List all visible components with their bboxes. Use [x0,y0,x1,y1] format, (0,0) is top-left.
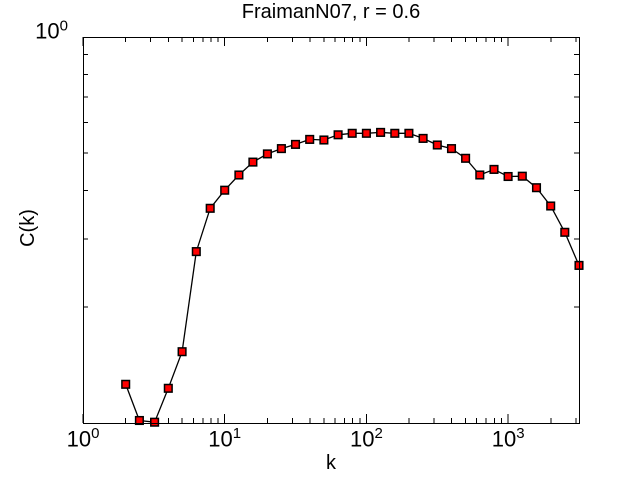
x-tick-label: 100 [66,425,100,452]
data-point-marker [531,183,542,193]
data-point-marker [177,347,187,357]
data-point-marker [503,171,513,182]
data-point-marker [191,247,201,257]
y-tick-label: 100 [35,17,68,44]
data-point-marker [163,383,173,393]
data-point-marker [347,128,357,138]
data-point-marker [305,134,315,144]
x-tick-label: 103 [491,425,525,452]
data-point-marker [461,153,471,163]
data-point-marker [319,135,329,145]
data-point-marker [446,144,457,154]
plot-title: FraimanN07, r = 0.6 [241,1,421,23]
data-point-marker [418,133,428,143]
data-point-marker [276,144,286,154]
x-axis-label: k [326,452,336,474]
data-point-marker [390,128,400,138]
data-point-marker [560,227,570,237]
data-point-marker [220,185,230,195]
data-point-marker [290,139,301,149]
data-point-marker [234,170,244,180]
data-point-marker [248,157,258,167]
data-point-marker [546,201,556,211]
data-point-marker [262,149,272,159]
x-tick-label: 101 [208,425,242,452]
axis-ticks [82,37,579,423]
data-point-marker [475,170,485,180]
y-axis-label: C(k) [16,209,39,247]
data-point-marker [121,379,131,389]
data-point-marker [361,128,371,138]
data-point-marker [489,164,499,174]
axis-border [83,37,580,424]
x-tick-label: 102 [350,425,383,452]
data-point-marker [376,127,386,137]
data-point-marker [150,417,160,427]
data-point-marker [517,171,527,181]
data-point-marker [432,140,442,150]
data-point-marker [134,415,144,426]
data-point-marker [404,128,414,138]
data-point-marker [333,130,343,140]
data-point-marker [205,203,215,213]
